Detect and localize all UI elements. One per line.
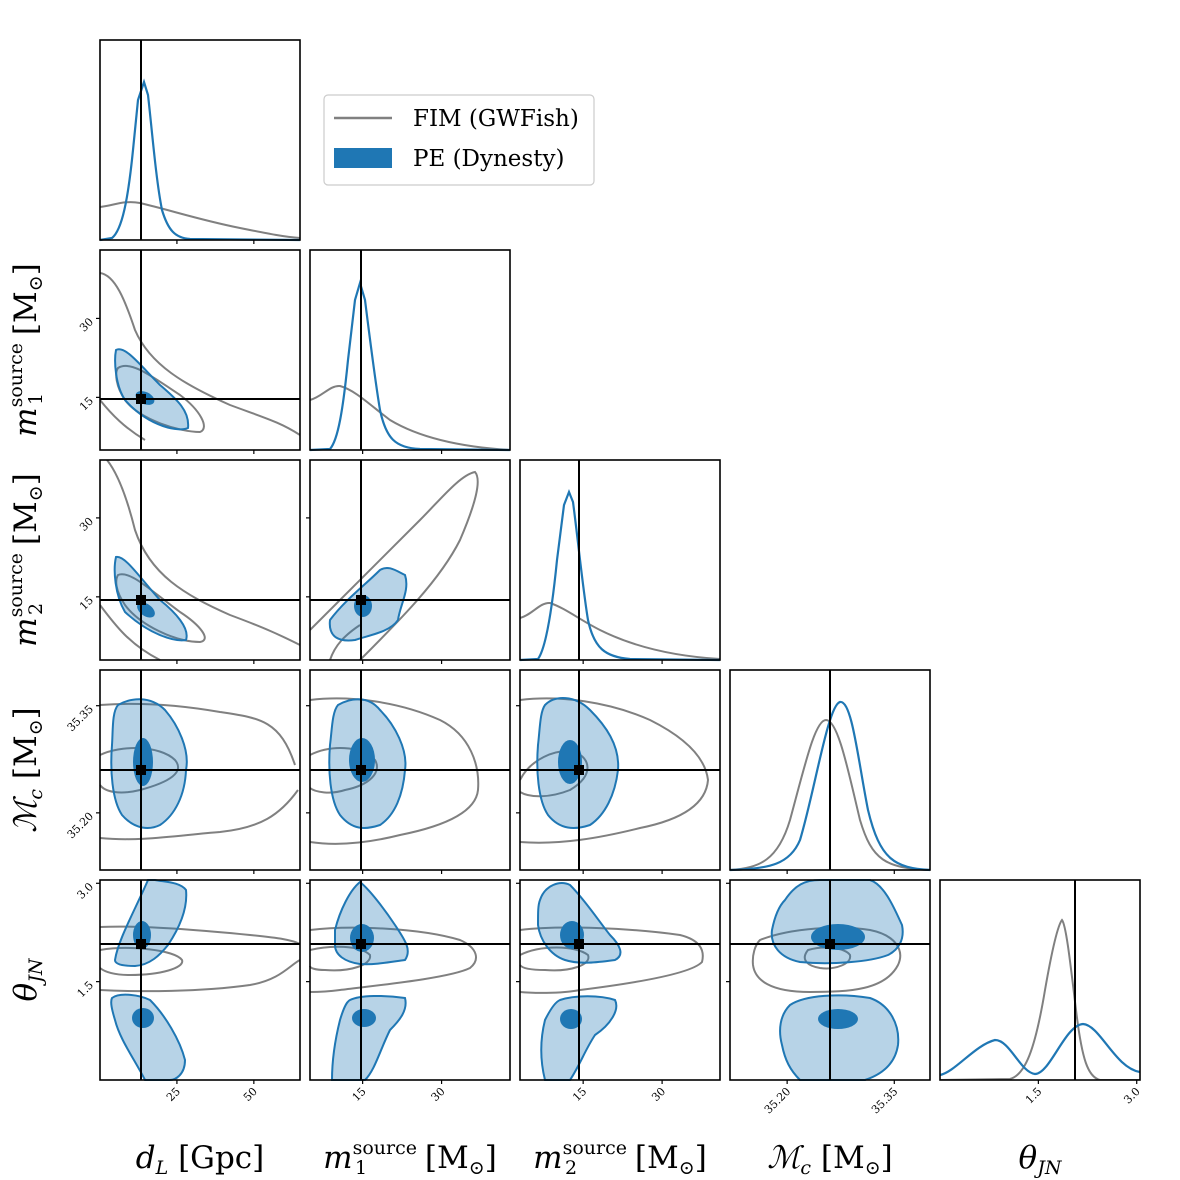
ylabel-m1: msource1 [M⊙] — [5, 263, 47, 437]
fim-contour-outer-bottom — [99, 959, 301, 993]
xlabel-m1: msource 1 [M⊙] — [323, 1137, 497, 1179]
panel-Mc-vs-dL — [99, 670, 300, 870]
x-tick-label: 1.5 — [1023, 1085, 1045, 1107]
y-tick-label: 15 — [77, 594, 96, 613]
xlabel-dL: dL [Gpc] — [136, 1140, 265, 1179]
y-axis-labels: msource1 [M⊙] msource2 [M⊙] ℳc [M⊙] θJN — [5, 263, 47, 1001]
truth-marker — [825, 939, 835, 949]
pe-contour-outer — [113, 555, 188, 642]
pe-curve-m2 — [519, 488, 721, 662]
x-tick-label: 30 — [649, 1085, 668, 1104]
pe-contour-upper — [334, 880, 409, 966]
truth-marker — [356, 939, 366, 949]
pe-contour-upper — [770, 879, 904, 965]
pe-curve-Mc — [729, 700, 931, 872]
x-tick-label: 3.0 — [1121, 1085, 1143, 1107]
pe-curve-dL — [99, 78, 301, 242]
fim-contour-outer-top — [309, 926, 477, 993]
x-tick-label: 15 — [350, 1085, 369, 1104]
pe-contour-lower — [110, 993, 187, 1081]
x-axis-labels: dL [Gpc] msource 1 [M⊙] msource 2 [M⊙] ℳc … — [136, 1137, 1063, 1179]
pe-contour-inner-lower — [132, 1008, 154, 1028]
x-tick-label: 25 — [164, 1085, 183, 1104]
pe-contour-upper — [113, 879, 188, 968]
fim-contour-outer-top — [99, 702, 296, 766]
x-tick-label: 35.35 — [869, 1085, 900, 1116]
x-tick-label: 35.20 — [762, 1085, 793, 1116]
pe-contour-inner-lower — [352, 1009, 376, 1027]
panel-Mc-vs-m2 — [519, 670, 720, 870]
x-tick-label: 50 — [241, 1085, 260, 1104]
xlabel-Mc: ℳc [M⊙] — [767, 1140, 893, 1179]
panel-Mc-marginal — [729, 670, 931, 872]
panel-thetaJN-vs-dL — [99, 879, 301, 1081]
fim-contour-inner — [519, 946, 590, 972]
truth-marker — [574, 765, 584, 775]
pe-contour-lower — [779, 994, 900, 1081]
fim-curve-dL — [99, 201, 301, 239]
ylabel-thetaJN: θJN — [8, 957, 47, 1001]
panel-thetaJN-vs-m2 — [519, 880, 720, 1081]
xlabel-m2: msource 2 [M⊙] — [533, 1137, 707, 1179]
pe-curve-m1 — [309, 279, 511, 452]
panel-m2-vs-m1 — [309, 460, 510, 661]
legend-fim-label: FIM (GWFish) — [413, 106, 579, 132]
truth-marker — [356, 595, 366, 605]
ylabel-m2: msource2 [M⊙] — [5, 473, 47, 647]
ticks-layer: 25 50 15 30 15 30 35.20 35.35 1.5 3.0 15 30 15 30 35.2… — [65, 240, 1143, 1116]
truth-marker — [574, 939, 584, 949]
truth-marker — [136, 394, 146, 404]
panel-thetaJN-marginal — [940, 880, 1140, 1080]
pe-contour-inner — [133, 738, 153, 786]
fim-contour-outer — [309, 470, 479, 661]
panel-m2-marginal — [519, 460, 721, 662]
y-tick-label: 35.35 — [65, 703, 96, 734]
y-tick-label: 35.20 — [65, 810, 96, 841]
y-tick-label: 30 — [77, 315, 96, 334]
ylabel-Mc: ℳc [M⊙] — [8, 707, 47, 833]
truth-marker — [136, 765, 146, 775]
truth-marker — [136, 939, 146, 949]
fim-contour-outer — [106, 459, 301, 646]
fim-contour-outer — [519, 697, 710, 844]
y-tick-label: 30 — [77, 515, 96, 534]
fim-contour-inner — [519, 750, 589, 798]
fim-curve-m1 — [309, 384, 511, 451]
pe-contour-inner-lower — [818, 1009, 858, 1029]
fim-contour-outer-low — [99, 604, 161, 661]
panel-dL-marginal — [99, 40, 301, 242]
pe-contour-inner-upper — [811, 924, 865, 950]
legend: FIM (GWFish) PE (Dynesty) — [323, 94, 595, 186]
pe-contour-lower — [330, 994, 407, 1081]
panel-Mc-vs-m1 — [309, 670, 510, 870]
truth-marker — [356, 765, 366, 775]
fim-contour-inner — [309, 747, 378, 794]
x-tick-label: 30 — [429, 1085, 448, 1104]
y-tick-label: 15 — [77, 394, 96, 413]
pe-contour-outer — [114, 348, 190, 431]
fim-contour-outer-top — [99, 925, 301, 945]
panel-thetaJN-vs-m1 — [309, 880, 510, 1081]
panel-thetaJN-vs-Mc — [730, 879, 930, 1081]
fim-contour-outer-bottom — [99, 789, 299, 841]
panel-frames — [99, 39, 1141, 1081]
panel-m1-vs-dL — [99, 250, 301, 450]
legend-pe-swatch — [334, 148, 392, 168]
fim-contour-outer — [309, 697, 480, 845]
truth-marker — [136, 595, 146, 605]
fim-curve-Mc — [729, 718, 931, 871]
fim-curve-thetaJN — [940, 918, 1140, 1080]
panel-m1-marginal — [309, 250, 511, 452]
fim-curve-m2 — [519, 601, 721, 660]
pe-curve-thetaJN — [940, 1022, 1140, 1077]
y-tick-label: 1.5 — [75, 979, 97, 1001]
y-tick-label: 3.0 — [75, 880, 97, 902]
x-tick-label: 15 — [570, 1085, 589, 1104]
legend-pe-label: PE (Dynesty) — [413, 146, 564, 172]
xlabel-thetaJN: θJN — [1019, 1140, 1063, 1179]
pe-contour-inner-lower — [560, 1009, 582, 1029]
fim-contour-outer — [99, 272, 301, 436]
panel-m2-vs-dL — [99, 459, 301, 661]
